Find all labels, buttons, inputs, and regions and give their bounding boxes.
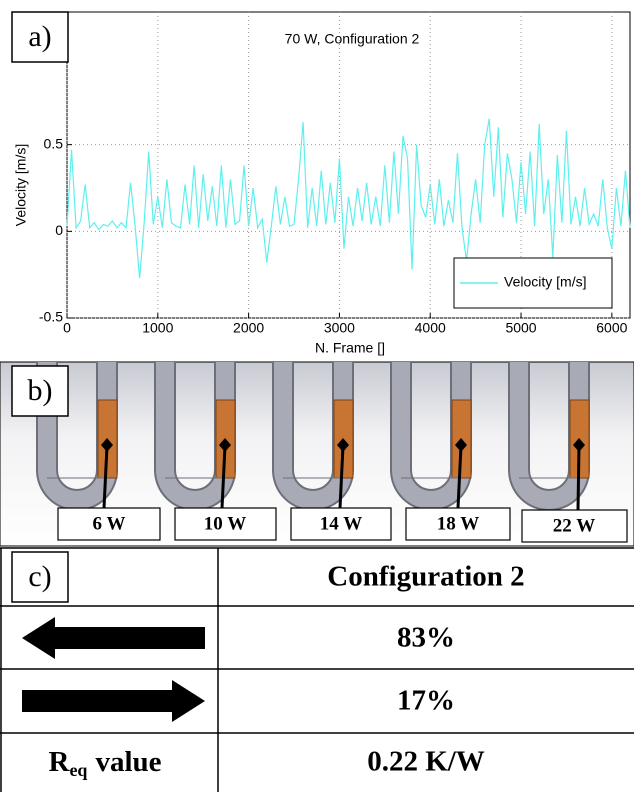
x-tick-label: 3000 xyxy=(324,320,355,336)
label-sub: eq xyxy=(69,760,87,780)
left-arrow xyxy=(22,617,205,659)
x-tick-label: 2000 xyxy=(233,320,264,336)
plot-area: 0 1000 2000 3000 4000 5000 6000-0.500.5Velocit… xyxy=(39,11,631,336)
heater-label: 14 W xyxy=(320,513,362,534)
x-tick-label: 0 xyxy=(63,320,71,336)
label-main: R xyxy=(48,746,70,778)
panel-label: a) xyxy=(28,20,51,53)
table-header: Configuration 2 xyxy=(327,561,524,593)
table-cell: 17% xyxy=(397,685,455,717)
heater-label: 6 W xyxy=(93,513,126,534)
chart-title: 70 W, Configuration 2 xyxy=(285,31,420,47)
heater-label: 22 W xyxy=(553,515,595,536)
panel-label-box xyxy=(11,11,69,63)
right-arrow xyxy=(22,680,205,722)
x-axis-label: N. Frame [] xyxy=(315,340,385,356)
heater-arrows xyxy=(102,445,581,511)
table-cell: 83% xyxy=(397,622,455,654)
y-axis-label: Velocity [m/s] xyxy=(13,144,29,226)
data-line xyxy=(66,118,631,279)
panel-label-box xyxy=(11,551,69,603)
panel-label-box xyxy=(11,365,69,417)
panel-label: b) xyxy=(28,374,53,407)
table-row-label: Req value xyxy=(48,746,161,780)
table-grid xyxy=(0,547,634,792)
x-tick-label: 6000 xyxy=(596,320,627,336)
legend-label: Velocity [m/s] xyxy=(504,274,586,290)
y-tick-label: 0.5 xyxy=(44,135,64,151)
label-rest: value xyxy=(95,746,161,778)
heater-label-boxes xyxy=(57,507,628,543)
table-cell: 0.22 K/W xyxy=(367,746,485,778)
heater-label: 18 W xyxy=(437,513,479,534)
heater-label: 10 W xyxy=(204,513,246,534)
x-tick-label: 5000 xyxy=(505,320,536,336)
x-tick-label: 1000 xyxy=(142,320,173,336)
y-tick-label: -0.5 xyxy=(39,309,63,325)
y-tick-label: 0 xyxy=(55,222,63,238)
x-tick-label: 4000 xyxy=(415,320,446,336)
panel-label: c) xyxy=(28,560,51,593)
arrow-heads xyxy=(101,438,585,452)
